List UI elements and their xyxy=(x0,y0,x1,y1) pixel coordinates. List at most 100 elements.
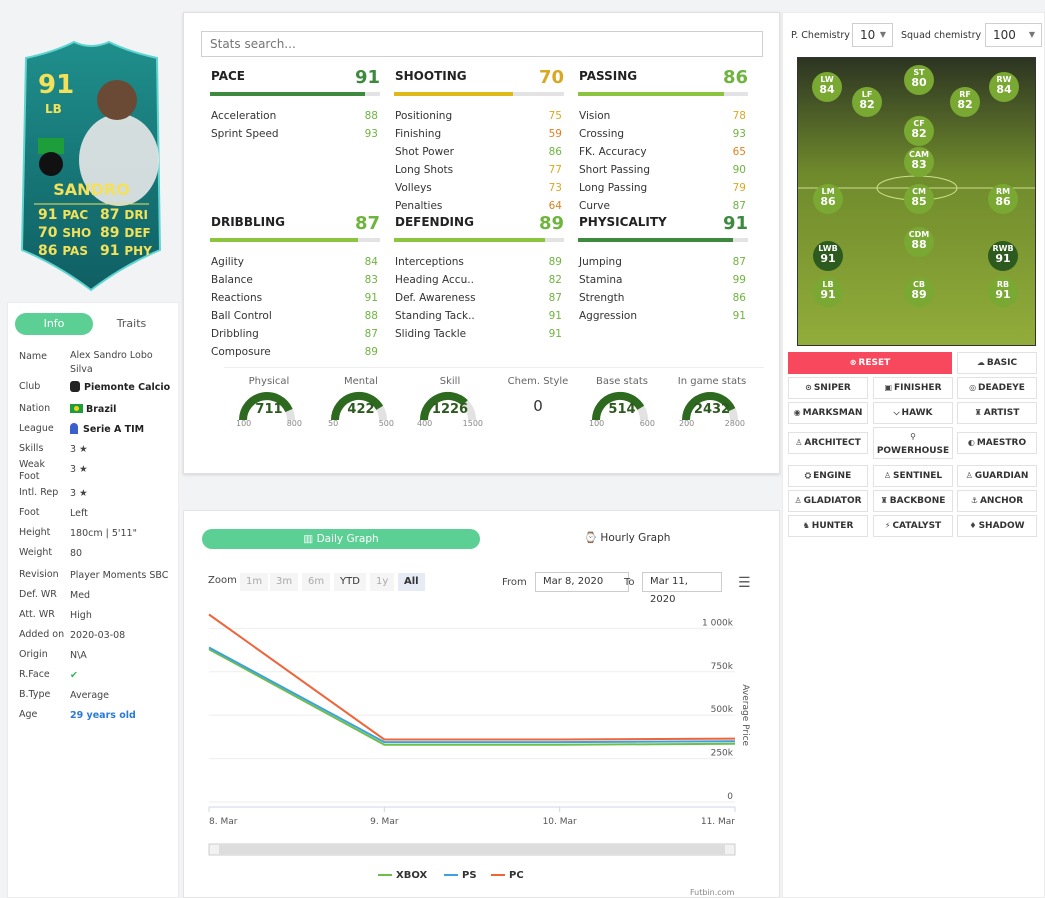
gauge-arc xyxy=(591,391,648,421)
info-value: 180cm | 5'11" xyxy=(70,528,137,539)
gauge: Chem. Style 0 xyxy=(493,376,583,415)
pitch-player-lwb[interactable]: LWB 91 xyxy=(813,241,843,271)
chem-style-shadow-button[interactable]: ♦ SHADOW xyxy=(957,515,1037,537)
stat-name: Def. Awareness xyxy=(395,292,476,304)
chem-style-catalyst-button[interactable]: ⚡ CATALYST xyxy=(873,515,953,537)
info-key: B.Type xyxy=(19,689,51,700)
chem-style-basic-button[interactable]: ☁ BASIC xyxy=(957,352,1037,374)
stat-value: 78 xyxy=(732,110,746,122)
player-rating: 82 xyxy=(859,98,875,111)
stat-value: 87 xyxy=(548,292,562,304)
stat-line: Shot Power 86 xyxy=(394,146,564,164)
tab-daily-graph[interactable]: ▥ Daily Graph xyxy=(202,529,480,549)
squad-chem-select[interactable]: 100 ▼ xyxy=(985,23,1042,47)
pitch-player-cm[interactable]: CM 85 xyxy=(904,184,934,214)
chem-style-icon: ♙ xyxy=(883,471,892,480)
chem-style-reset-button[interactable]: ⊗ RESET xyxy=(788,352,952,374)
pitch-player-lf[interactable]: LF 82 xyxy=(852,87,882,117)
chem-style-hunter-button[interactable]: ♞ HUNTER xyxy=(788,515,868,537)
stat-group-header: PASSING 86 xyxy=(578,67,748,91)
pitch-player-cam[interactable]: CAM 83 xyxy=(904,147,934,177)
stat-group-physicality: PHYSICALITY 91 Jumping 87 Stamina 99 Strength 8… xyxy=(578,213,748,328)
stat-name: Jumping xyxy=(579,256,622,268)
zoom-button-ytd[interactable]: YTD xyxy=(334,573,366,591)
chem-style-label: MARKSMAN xyxy=(802,408,863,418)
pitch-player-rf[interactable]: RF 82 xyxy=(950,87,980,117)
pchem-select[interactable]: 10 ▼ xyxy=(852,23,893,47)
to-date-input[interactable]: Mar 11, 2020 xyxy=(642,572,722,605)
stat-value: 59 xyxy=(548,128,562,140)
pitch-player-cb[interactable]: CB 89 xyxy=(904,277,934,307)
gauge-caption: Physical xyxy=(248,376,290,387)
stat-line: Standing Tack.. 91 xyxy=(394,310,564,328)
chem-style-engine-button[interactable]: ⛭ ENGINE xyxy=(788,465,868,487)
chem-style-sentinel-button[interactable]: ♙ SENTINEL xyxy=(873,465,953,487)
info-tabs: Info Traits xyxy=(15,313,170,335)
stat-name: Sliding Tackle xyxy=(395,328,467,340)
stat-value: 77 xyxy=(548,164,562,176)
zoom-button-all[interactable]: All xyxy=(398,573,425,591)
chem-style-artist-button[interactable]: ♜ ARTIST xyxy=(957,402,1037,424)
stat-name: Standing Tack.. xyxy=(395,310,475,322)
tab-traits[interactable]: Traits xyxy=(116,317,147,330)
stat-group-bar xyxy=(578,92,748,96)
info-key: R.Face xyxy=(19,669,50,680)
pitch-player-rw[interactable]: RW 84 xyxy=(989,72,1019,102)
stat-value: 65 xyxy=(732,146,746,158)
pitch-player-cf[interactable]: CF 82 xyxy=(904,116,934,146)
pitch-player-rwb[interactable]: RWB 91 xyxy=(988,241,1018,271)
gauge-min: 200 xyxy=(679,419,695,428)
stat-value: 88 xyxy=(364,310,378,322)
pitch-player-cdm[interactable]: CDM 88 xyxy=(904,227,934,257)
from-date-input[interactable]: Mar 8, 2020 xyxy=(535,572,629,592)
chem-style-backbone-button[interactable]: ♜ BACKBONE xyxy=(873,490,953,512)
stat-line: Acceleration 88 xyxy=(210,110,380,128)
player-position: CF xyxy=(913,119,925,128)
info-value: Alex Sandro Lobo Silva xyxy=(70,350,153,375)
stat-line: Sprint Speed 93 xyxy=(210,128,380,146)
stat-name: Reactions xyxy=(211,292,263,304)
pitch-player-lb[interactable]: LB 91 xyxy=(813,277,843,307)
zoom-button-3m[interactable]: 3m xyxy=(270,573,299,591)
info-key: Nation xyxy=(19,403,51,414)
chem-style-sniper-button[interactable]: ⊙ SNIPER xyxy=(788,377,868,399)
chem-style-maestro-button[interactable]: ◐ MAESTRO xyxy=(957,432,1037,454)
info-value: 2020-03-08 xyxy=(70,630,126,641)
gauge-arc xyxy=(239,392,295,421)
pitch-player-rb[interactable]: RB 91 xyxy=(988,277,1018,307)
zoom-button-1y[interactable]: 1y xyxy=(370,573,395,591)
chem-style-anchor-button[interactable]: ⚓ ANCHOR xyxy=(957,490,1037,512)
gauge-max: 600 xyxy=(639,419,655,428)
info-value: N\A xyxy=(70,650,87,661)
stat-line: Heading Accu.. 82 xyxy=(394,274,564,292)
pitch-player-st[interactable]: ST 80 xyxy=(904,65,934,95)
chem-style-guardian-button[interactable]: ♙ GUARDIAN xyxy=(957,465,1037,487)
stat-value: 87 xyxy=(732,256,746,268)
club-badge xyxy=(39,152,63,176)
to-label: To xyxy=(624,577,635,588)
info-key: Weak Foot xyxy=(19,459,46,482)
stats-search-input[interactable] xyxy=(201,31,763,57)
pitch-player-lw[interactable]: LW 84 xyxy=(812,72,842,102)
gauge-arc xyxy=(682,392,738,421)
chem-style-finisher-button[interactable]: ▣ FINISHER xyxy=(873,377,953,399)
pitch-player-lm[interactable]: LM 86 xyxy=(813,184,843,214)
chem-style-deadeye-button[interactable]: ◎ DEADEYE xyxy=(957,377,1037,399)
zoom-button-6m[interactable]: 6m xyxy=(302,573,331,591)
zoom-button-1m[interactable]: 1m xyxy=(240,573,269,591)
chem-style-icon: ⌵ xyxy=(893,408,900,417)
stat-name: Penalties xyxy=(395,200,443,212)
menu-icon[interactable]: ☰ xyxy=(738,575,751,591)
tab-hourly-graph[interactable]: ⌚ Hourly Graph xyxy=(584,531,670,544)
stat-line: Composure 89 xyxy=(210,346,380,364)
chem-style-powerhouse-button[interactable]: ⚲ POWERHOUSE xyxy=(873,427,953,459)
player-position: RW xyxy=(996,75,1012,84)
chem-style-architect-button[interactable]: ♙ ARCHITECT xyxy=(788,432,868,454)
chem-style-gladiator-button[interactable]: ♙ GLADIATOR xyxy=(788,490,868,512)
chem-style-marksman-button[interactable]: ◉ MARKSMAN xyxy=(788,402,868,424)
pitch-player-rm[interactable]: RM 86 xyxy=(988,184,1018,214)
info-key: Origin xyxy=(19,649,48,660)
chem-style-hawk-button[interactable]: ⌵ HAWK xyxy=(873,402,953,424)
tab-info[interactable]: Info xyxy=(15,313,93,335)
stat-group-value: 91 xyxy=(354,67,380,88)
